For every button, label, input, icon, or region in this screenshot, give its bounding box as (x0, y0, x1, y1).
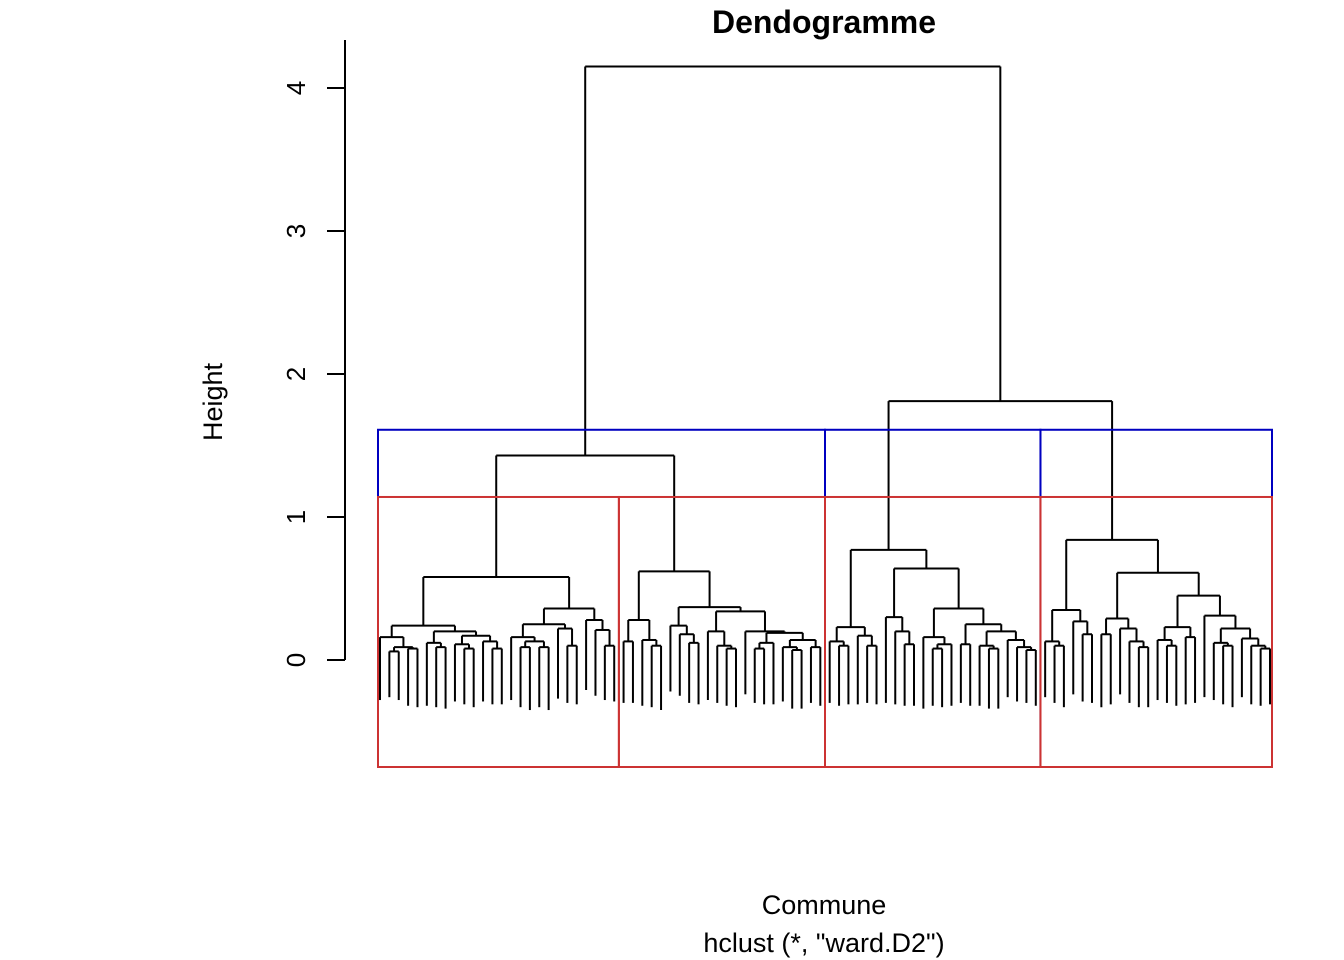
cluster-rect-red (377, 495, 620, 768)
y-tick-label: 1 (281, 510, 311, 524)
cluster-rectangles (377, 428, 1273, 768)
cluster-rect-red (1039, 495, 1273, 768)
y-tick-label: 0 (281, 653, 311, 667)
cluster-rect-blue (1039, 428, 1273, 768)
y-tick-label: 4 (281, 81, 311, 95)
y-tick-label: 2 (281, 367, 311, 381)
chart-title: Dendogramme (712, 4, 936, 40)
cluster-rect-blue (377, 428, 826, 768)
y-tick-label: 3 (281, 224, 311, 238)
dendrogram-tree (379, 65, 1271, 711)
x-axis-sublabel: hclust (*, "ward.D2") (703, 928, 944, 958)
y-axis-label: Height (198, 362, 228, 441)
cluster-rect-blue (824, 428, 1042, 768)
y-axis: 0 1 2 3 4 (281, 40, 346, 667)
x-axis-label: Commune (762, 890, 887, 920)
